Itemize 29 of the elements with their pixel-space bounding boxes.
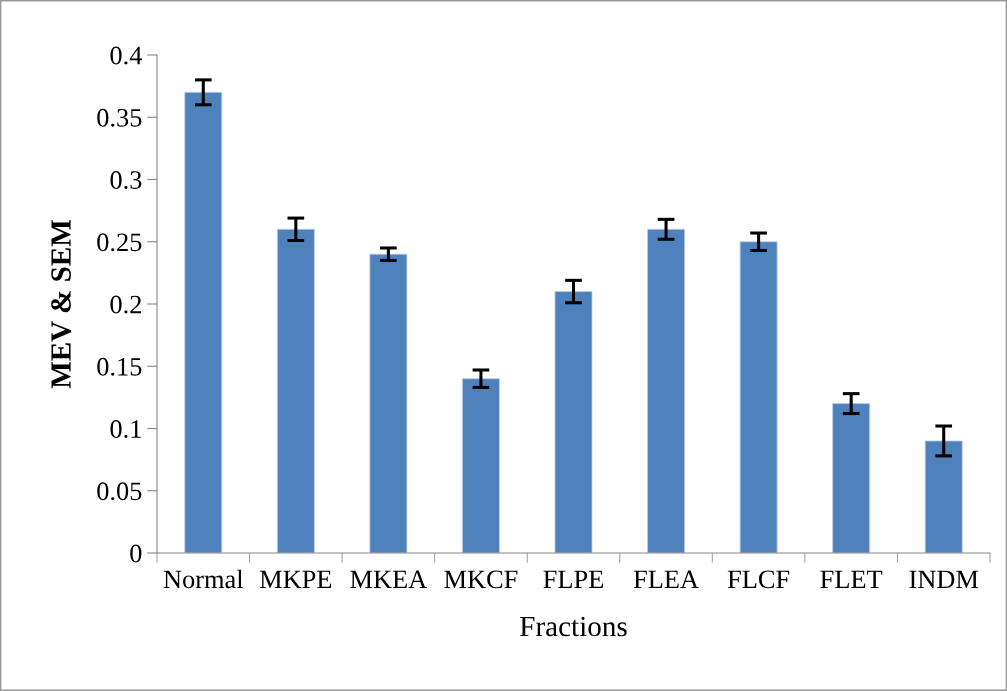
- x-axis-title: Fractions: [520, 616, 627, 637]
- bar: [647, 228, 685, 553]
- y-axis-title: MEV & SEM: [51, 220, 72, 389]
- bar: [832, 403, 871, 553]
- y-tick-label: 0.35: [97, 108, 142, 127]
- y-tick-label: 0.15: [97, 357, 142, 376]
- y-tick-label: 0.25: [97, 233, 142, 252]
- bar: [184, 91, 223, 553]
- bar: [462, 378, 500, 553]
- y-tick-label: 0.4: [110, 46, 142, 65]
- bar: [554, 291, 593, 553]
- y-tick-label: 0.05: [97, 482, 142, 501]
- x-tick-label: MKPE: [259, 570, 332, 588]
- bar: [276, 228, 315, 553]
- x-tick-label: Normal: [163, 569, 244, 589]
- x-tick-label: FLET: [820, 570, 883, 588]
- x-tick-label: FLPE: [543, 570, 603, 588]
- x-tick-label: FLCF: [727, 570, 790, 589]
- bar: [369, 253, 408, 553]
- y-tick-label: 0: [130, 544, 142, 563]
- y-tick-label: 0.2: [110, 295, 141, 314]
- x-tick-label: FLEA: [633, 570, 699, 588]
- x-tick-label: MKEA: [350, 570, 428, 588]
- bar: [924, 440, 963, 553]
- x-tick-label: INDM: [909, 570, 979, 589]
- y-tick-label: 0.3: [110, 171, 142, 190]
- x-tick-label: MKCF: [444, 570, 518, 589]
- bar: [739, 241, 778, 553]
- y-tick-label: 0.1: [110, 420, 141, 439]
